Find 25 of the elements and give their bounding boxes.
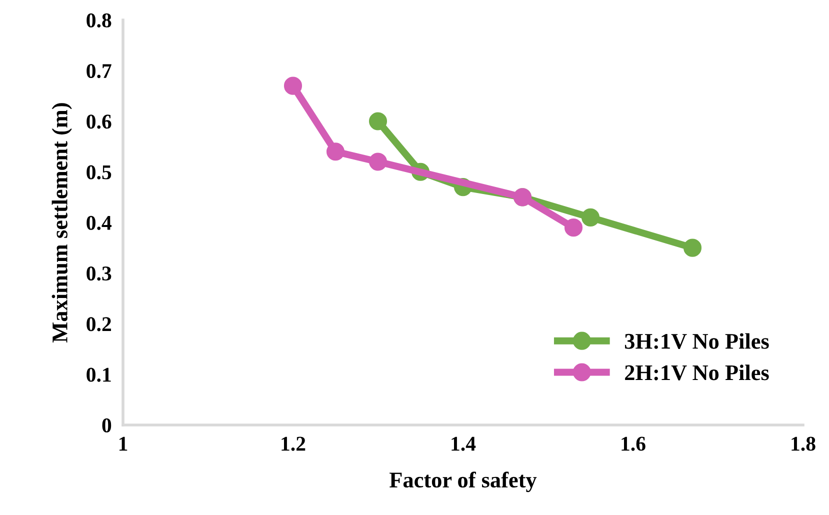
y-tick-label: 0	[102, 418, 112, 432]
x-tick-label: 1	[119, 436, 128, 451]
x-tick-label: 1.4	[452, 436, 476, 451]
legend-label: 2H:1V No Piles	[625, 364, 769, 380]
y-tick-label: 0.4	[86, 216, 112, 230]
y-tick-label: 0.2	[86, 317, 111, 332]
point	[326, 142, 345, 161]
y-tick-label: 0.6	[86, 114, 112, 129]
y-tick-label: 0.5	[86, 165, 112, 180]
point	[564, 218, 583, 237]
point	[284, 76, 302, 95]
x-tick-label: 1.8	[792, 436, 816, 451]
y-tick-label: 0.3	[86, 266, 112, 281]
point	[368, 152, 388, 171]
point	[581, 208, 600, 226]
legend-label: 3H:1V No Piles	[624, 333, 769, 349]
y-tick-label: 0.8	[86, 13, 112, 28]
y-tick-label: 0.1	[86, 368, 111, 382]
y-axis-title: Maximum settlement (m)	[52, 103, 72, 342]
x-tick-label: 1.2	[282, 436, 306, 451]
x-tick-label: 1.6	[622, 436, 646, 451]
x-axis-title: Factor of safety	[390, 472, 537, 492]
point	[368, 112, 388, 130]
y-tick-label: 0.7	[86, 64, 112, 78]
point	[683, 238, 702, 257]
